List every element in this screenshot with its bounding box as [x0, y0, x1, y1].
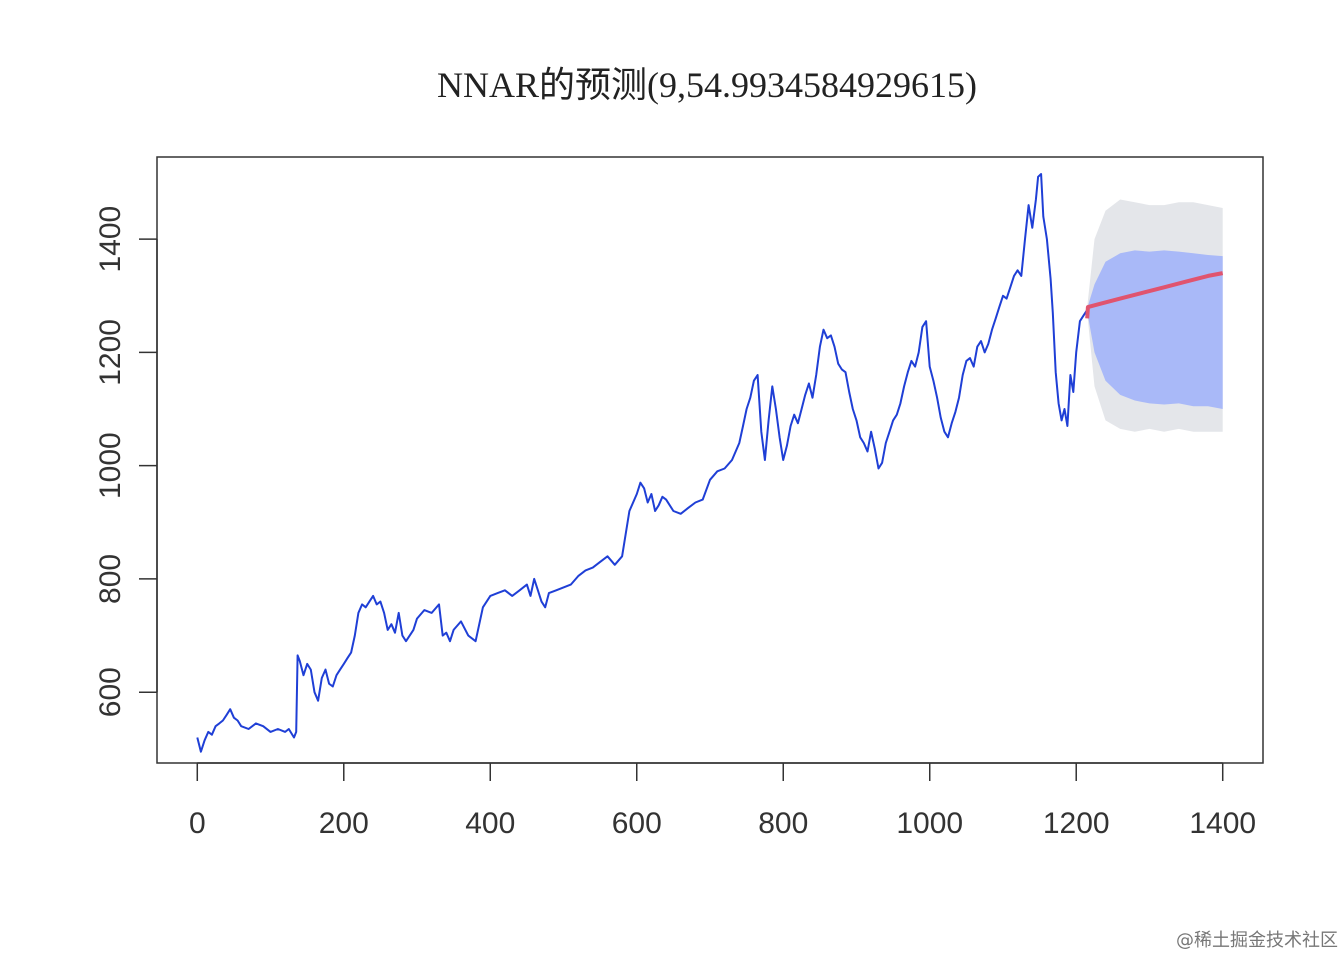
x-tick-label: 1200 [1043, 807, 1110, 840]
x-tick-label: 200 [319, 807, 369, 840]
y-tick-label: 600 [94, 667, 127, 717]
x-tick-label: 400 [465, 807, 515, 840]
watermark: @稀土掘金技术社区 [1176, 930, 1338, 951]
x-axis: 0 200 400 600 800 1000 1200 1400 [189, 762, 1256, 840]
forecast-series-line [1085, 271, 1224, 319]
observed-series-line [196, 173, 1089, 753]
x-tick-label: 1000 [896, 807, 963, 840]
y-axis: 600 800 1000 1200 1400 [94, 206, 158, 717]
y-tick-label: 1200 [94, 319, 127, 386]
y-tick-label: 1000 [94, 432, 127, 499]
x-tick-label: 800 [758, 807, 808, 840]
chart-title: NNAR的预测(9,54.9934584929615) [437, 65, 977, 105]
interval-band-80pct [1087, 250, 1223, 409]
y-tick-label: 1400 [94, 206, 127, 273]
x-tick-label: 0 [189, 807, 206, 840]
y-tick-label: 800 [94, 554, 127, 604]
x-tick-label: 600 [612, 807, 662, 840]
prediction-intervals [1087, 199, 1223, 432]
series-lines [196, 173, 1224, 753]
x-tick-label: 1400 [1189, 807, 1256, 840]
